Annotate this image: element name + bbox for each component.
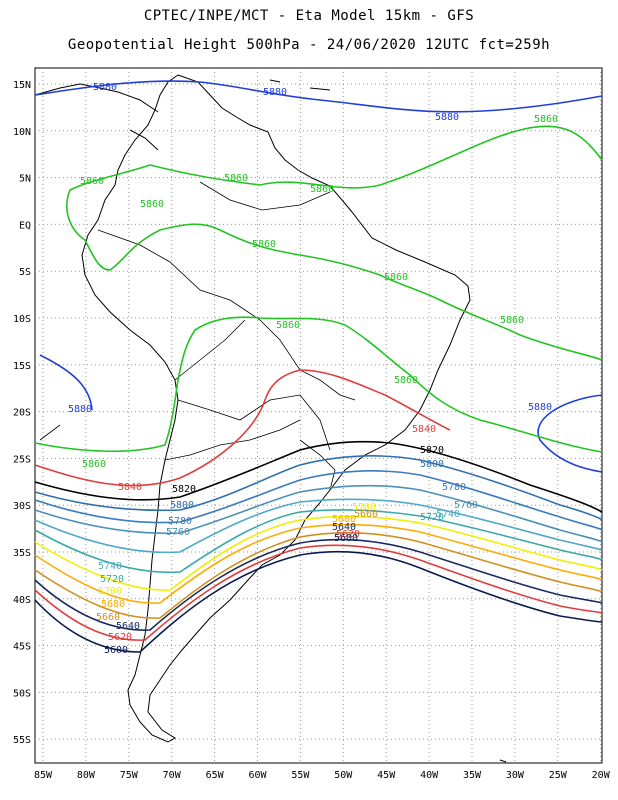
contour-lines — [34, 80, 603, 653]
contour-label-5720: 5720 — [100, 574, 124, 585]
lat-tick-label: 30S — [13, 501, 31, 512]
contour-line-5800 — [34, 455, 603, 521]
lon-tick-label: 25W — [549, 770, 568, 781]
contour-label-5680: 5680 — [101, 599, 125, 610]
contour-label-5680: 5680 — [332, 514, 356, 525]
map-frame — [34, 67, 603, 764]
contour-label-5640: 5640 — [116, 621, 140, 632]
contour-label-5880: 5880 — [93, 82, 117, 93]
lat-tick-label: 45S — [13, 642, 31, 653]
lon-tick-label: 35W — [463, 770, 482, 781]
contour-line-5680 — [34, 523, 603, 604]
chart-title-line2: Geopotential Height 500hPa - 24/06/2020 … — [67, 37, 551, 53]
lon-tick-label: 40W — [420, 770, 439, 781]
contour-label-5640: 5640 — [332, 522, 356, 533]
contour-line-5860 — [66, 125, 603, 361]
contour-label-5820: 5820 — [420, 445, 444, 456]
contour-label-5880: 5880 — [528, 402, 552, 413]
contour-line-5880 — [34, 80, 603, 113]
contour-label-5820: 5820 — [172, 484, 196, 495]
contour-label-5860: 5860 — [384, 272, 408, 283]
contour-label-5860: 5860 — [252, 239, 276, 250]
contour-label-5600: 5600 — [104, 645, 128, 656]
contour-label-5860: 5860 — [500, 315, 524, 326]
contour-label-5800: 5800 — [170, 500, 194, 511]
lon-tick-label: 45W — [377, 770, 396, 781]
contour-line-5760 — [34, 484, 603, 543]
lat-tick-label: 55S — [13, 735, 31, 746]
lat-tick-label: 40S — [13, 595, 31, 606]
contour-label-5860: 5860 — [394, 375, 418, 386]
contour-label-5800: 5800 — [420, 459, 444, 470]
contour-label-5860: 5860 — [534, 114, 558, 125]
contour-line-5740 — [34, 498, 603, 554]
contour-label-5760: 5760 — [166, 527, 190, 538]
contour-line-5640 — [34, 538, 603, 631]
contour-label-5840: 5840 — [412, 424, 436, 435]
lon-tick-label: 50W — [334, 770, 353, 781]
contour-line-5880 — [537, 394, 603, 473]
chart-title-line1: CPTEC/INPE/MCT - Eta Model 15km - GFS — [143, 8, 475, 24]
contour-label-5780: 5780 — [442, 482, 466, 493]
contour-line-5820 — [34, 440, 603, 513]
contour-label-5780: 5780 — [168, 516, 192, 527]
contour-line-5860 — [34, 316, 603, 453]
contour-line-5700 — [34, 515, 603, 591]
lon-tick-label: 55W — [291, 770, 310, 781]
contour-label-5840: 5840 — [118, 482, 142, 493]
contour-label-5720: 5720 — [420, 512, 444, 523]
contour-label-5880: 5880 — [68, 404, 92, 415]
contour-line-5660 — [34, 532, 603, 619]
contour-label-5860: 5860 — [80, 176, 104, 187]
graticule — [35, 68, 602, 763]
lon-tick-label: 65W — [206, 770, 225, 781]
contour-label-5760: 5760 — [454, 500, 478, 511]
contour-label-5880: 5880 — [435, 112, 459, 123]
axis-ticks: 85W 80W 75W 70W 65W 60W 55W 50W 45W 40W 35W 30W 25W 2… — [13, 80, 611, 781]
contour-label-5860: 5860 — [224, 173, 248, 184]
lat-tick-label: 15N — [13, 80, 31, 91]
contour-label-5660: 5660 — [96, 612, 120, 623]
contour-line-5840 — [34, 369, 451, 487]
contour-label-5860: 5860 — [82, 459, 106, 470]
contour-label-5860: 5860 — [276, 320, 300, 331]
lat-tick-label: 35S — [13, 548, 31, 559]
lat-tick-label: 20S — [13, 408, 31, 419]
lon-tick-label: 80W — [77, 770, 96, 781]
contour-label-5700: 5700 — [352, 502, 376, 513]
contour-label-5620: 5620 — [336, 529, 360, 540]
contour-label-5600: 5600 — [334, 533, 358, 544]
lat-tick-label: 10N — [13, 127, 31, 138]
contour-labels: 5880 5880 5880 5880 5880 5860 5860 5860 5860 5860… — [68, 82, 558, 656]
contour-label-5860: 5860 — [140, 199, 164, 210]
contour-line-5620 — [34, 544, 603, 641]
lat-tick-label: 25S — [13, 454, 31, 465]
lon-tick-label: 75W — [120, 770, 139, 781]
lon-tick-label: 20W — [592, 770, 611, 781]
lat-tick-label: 15S — [13, 361, 31, 372]
lat-tick-label: 50S — [13, 688, 31, 699]
contour-line-5720 — [34, 509, 603, 574]
contour-line-5780 — [34, 470, 603, 531]
contour-label-5740: 5740 — [98, 561, 122, 572]
lat-tick-label: EQ — [19, 220, 31, 231]
lat-tick-label: 5N — [19, 174, 31, 185]
contour-label-5880: 5880 — [263, 87, 287, 98]
lon-tick-label: 60W — [248, 770, 267, 781]
contour-label-5860: 5860 — [310, 184, 334, 195]
coastline-and-borders — [34, 74, 507, 763]
contour-line-5600 — [34, 550, 603, 653]
contour-label-5700: 5700 — [98, 586, 122, 597]
lat-tick-label: 10S — [13, 314, 31, 325]
contour-label-5660: 5660 — [354, 509, 378, 520]
lon-tick-label: 85W — [34, 770, 53, 781]
lon-tick-label: 30W — [506, 770, 525, 781]
contour-label-5620: 5620 — [108, 632, 132, 643]
lat-tick-label: 5S — [19, 267, 31, 278]
lon-tick-label: 70W — [163, 770, 182, 781]
contour-line-5880 — [39, 354, 93, 411]
contour-label-5740: 5740 — [436, 509, 460, 520]
